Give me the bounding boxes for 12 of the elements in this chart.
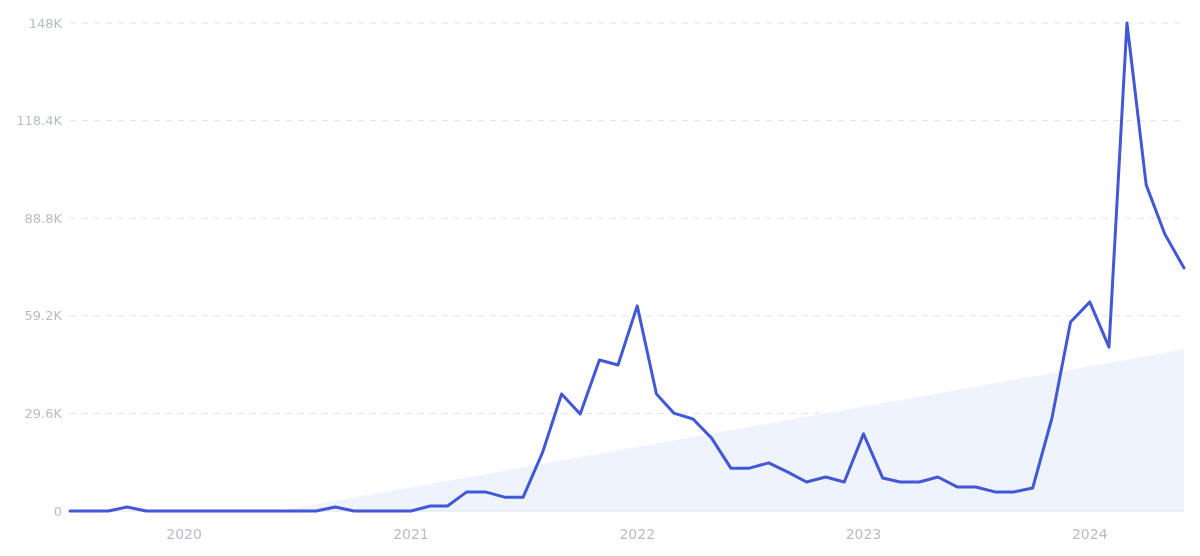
x-tick-label: 2022 bbox=[619, 526, 656, 542]
x-tick-label: 2020 bbox=[166, 526, 202, 542]
y-tick-label: 0 bbox=[53, 503, 62, 519]
x-tick-label: 2024 bbox=[1071, 526, 1108, 542]
y-tick-label: 148K bbox=[28, 15, 63, 31]
x-tick-label: 2021 bbox=[393, 526, 429, 542]
y-tick-label: 29.6K bbox=[24, 405, 63, 421]
x-tick-label: 2023 bbox=[845, 526, 882, 542]
y-tick-label: 88.8K bbox=[24, 210, 63, 226]
y-tick-label: 118.4K bbox=[16, 113, 63, 129]
line-series bbox=[68, 21, 1186, 513]
y-tick-label: 59.2K bbox=[24, 308, 63, 324]
